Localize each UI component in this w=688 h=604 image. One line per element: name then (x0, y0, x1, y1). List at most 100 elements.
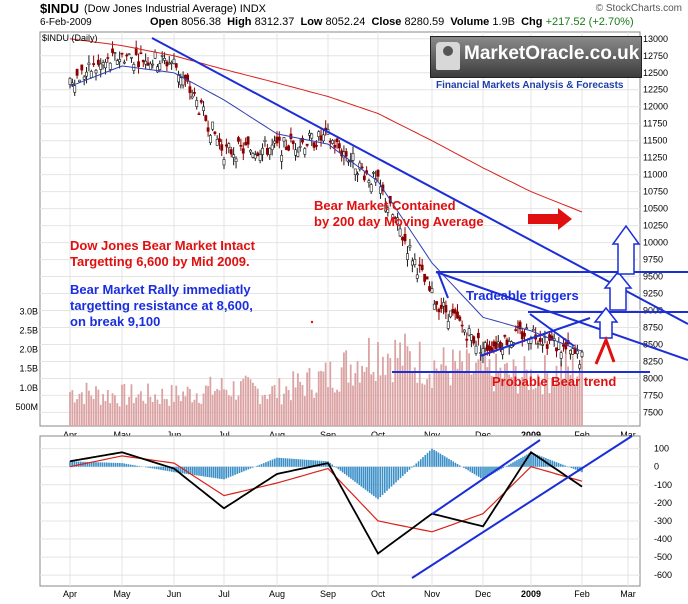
volume-bar (285, 386, 288, 426)
up-arrow-top (611, 224, 641, 275)
price-tick-label: 9750 (643, 255, 663, 265)
macd-histogram-bar (181, 466, 184, 474)
macd-histogram-bar (395, 466, 397, 483)
volume-bar (523, 356, 526, 426)
macd-histogram-bar (530, 452, 532, 467)
price-bar-body (229, 149, 233, 155)
logo-banner (430, 36, 642, 78)
price-bar-body (564, 342, 568, 350)
volume-bar (313, 397, 315, 426)
price-x-tick-label: Nov (424, 430, 441, 440)
volume-bar (571, 355, 574, 426)
volume-bar (401, 365, 404, 426)
macd-histogram-bar (108, 462, 110, 467)
macd-histogram-bar (267, 461, 269, 467)
macd-histogram-bar (129, 464, 132, 467)
macd-trendlines (411, 435, 633, 579)
volume-bar (128, 396, 130, 426)
macd-histogram-bar (284, 458, 287, 467)
volume-bar (299, 381, 302, 426)
price-bar-body (70, 82, 74, 85)
volume-bar (421, 383, 424, 426)
macd-histogram-bar (510, 463, 512, 467)
volume-bar (519, 380, 521, 426)
volume-bar (109, 403, 112, 426)
price-bar-body (225, 144, 228, 147)
annotation-line: Dow Jones Bear Market Intact (70, 238, 255, 253)
oracle-icon (436, 42, 460, 70)
macd-histogram-bar (278, 457, 280, 467)
price-bar-body (488, 345, 491, 351)
volume-bar (106, 390, 109, 426)
price-x-axis: Apr May Jun Jul Aug Sep Oct Nov Dec 2009 Feb Mar (63, 430, 636, 440)
price-bar-body (432, 303, 436, 310)
macd-histogram-bar (101, 462, 104, 467)
volume-bar (71, 390, 74, 426)
volume-bar (456, 368, 459, 426)
volume-bar (144, 403, 147, 426)
macd-histogram-bar (273, 458, 276, 467)
volume-bar (537, 374, 539, 426)
macd-histogram-bar (426, 452, 429, 467)
price-x-tick-label: Feb (574, 430, 590, 440)
macd-histogram-bar (526, 454, 528, 467)
price-tick-label: 10250 (643, 221, 668, 231)
volume-bar (340, 367, 343, 426)
macd-histogram-bar (208, 466, 211, 478)
volume-bar (372, 371, 375, 426)
macd-histogram-bar (316, 460, 319, 467)
volume-bar (193, 399, 196, 426)
volume-bar (560, 361, 563, 426)
macd-x-tick-label: Apr (63, 589, 77, 599)
price-bar-body (550, 335, 554, 341)
macd-histogram-bar (370, 466, 373, 495)
volume-bar (214, 391, 216, 426)
price-bar-body (158, 63, 162, 71)
macd-histogram-bar (415, 463, 418, 467)
macd-histogram-bar (262, 463, 265, 467)
price-bar-body (369, 184, 373, 193)
macd-histogram-bar (536, 454, 539, 467)
macd-trendline-upper (431, 439, 541, 515)
price-bar-body (575, 350, 579, 355)
annotation-rally: Bear Market Rally immediatly targetting … (70, 282, 253, 330)
volume-bar (278, 378, 281, 426)
price-panel-frame (39, 31, 641, 427)
macd-histogram-bar (356, 466, 358, 484)
price-bar-body (555, 347, 558, 352)
macd-histogram-bar (149, 466, 151, 469)
volume-bar (358, 382, 361, 426)
annotation-trendlines (151, 37, 688, 373)
price-bar-body (258, 154, 262, 161)
price-bar-body (94, 69, 98, 74)
price-bar-body (494, 341, 498, 349)
volume-bar (116, 403, 119, 426)
volume-bar (510, 377, 513, 426)
price-tick-label: 8250 (643, 356, 663, 366)
macd-histogram-bar (448, 458, 450, 467)
price-bar-body (303, 148, 307, 155)
price-bar-body (188, 86, 192, 93)
macd-histogram-bar (354, 466, 356, 482)
volume-bar (301, 385, 304, 426)
volume-bar (389, 358, 392, 426)
volume-bar (202, 393, 205, 426)
volume-bar (482, 370, 484, 426)
macd-histogram-bar (502, 466, 504, 469)
volume-bar (173, 401, 175, 426)
price-tick-label: 7750 (643, 390, 663, 400)
moving-averages (69, 38, 583, 352)
macd-histogram-bar (301, 459, 304, 467)
price-bar-body (442, 302, 445, 307)
volume-bar (532, 389, 535, 426)
volume-bar (130, 384, 133, 426)
volume-bar (204, 385, 207, 426)
volume-bar (477, 359, 480, 426)
price-bar-body (139, 52, 143, 55)
macd-histogram-bar (341, 466, 344, 473)
price-bar-body (406, 253, 409, 260)
annotation-bear-intact: Dow Jones Bear Market Intact Targetting … (70, 238, 255, 270)
macd-histogram-bar (555, 462, 558, 467)
macd-histogram-bar (381, 466, 384, 496)
red-arrow-right-icon (528, 208, 572, 230)
